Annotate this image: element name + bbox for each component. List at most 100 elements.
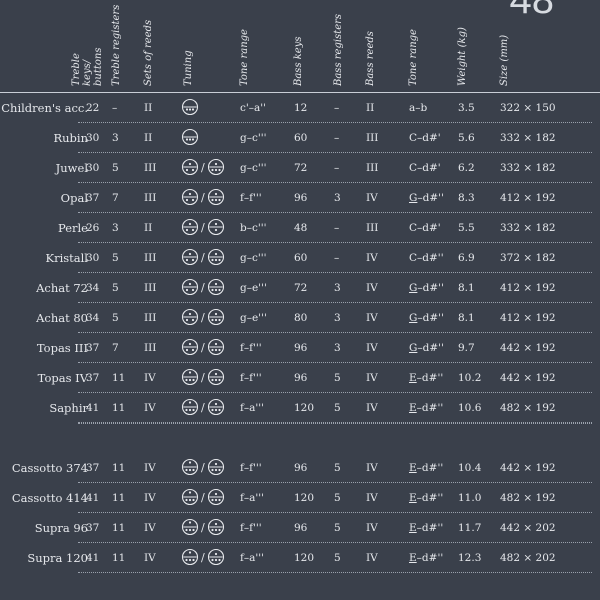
treble-keys-cell: 34 xyxy=(86,312,100,324)
tuning-cell: / xyxy=(181,218,225,236)
tuning-icon xyxy=(181,278,199,296)
tuning-icon xyxy=(181,248,199,266)
bass-range-rest: –d#'' xyxy=(416,372,444,384)
bass-range-cell: C–d#' xyxy=(409,161,441,175)
tuning-icon xyxy=(207,158,224,176)
table-row: Supra 96 37 11 IV / f–f''' 96 5 IV E–d#'' 11.7 442 … xyxy=(0,513,600,543)
row-divider xyxy=(78,572,592,573)
weight-cell: 9.7 xyxy=(458,342,475,354)
table-row: Achat 72 34 5 III / g–e''' 72 3 IV G–d#'' 8.1 412 ×… xyxy=(0,273,600,303)
tuning-icon xyxy=(207,518,224,536)
tuning-separator: / xyxy=(201,370,205,384)
range-cell: b–c''' xyxy=(240,222,267,234)
row-divider xyxy=(78,542,592,543)
bass-reeds-cell: IV xyxy=(366,282,378,294)
tuning-cell: / xyxy=(181,308,225,326)
bass-reg-cell: 5 xyxy=(334,492,341,504)
bass-keys-cell: 60 xyxy=(294,252,308,264)
model-name: Achat 72 xyxy=(36,281,88,295)
bass-range-cell: C–d#' xyxy=(409,221,441,235)
sets-cell: III xyxy=(144,162,157,174)
size-cell: 322 × 150 xyxy=(500,102,556,114)
tuning-icon xyxy=(207,308,224,326)
tuning-separator: / xyxy=(201,460,205,474)
bass-range-start: E xyxy=(409,492,417,504)
sets-cell: III xyxy=(144,252,157,264)
bass-reeds-cell: III xyxy=(366,132,379,144)
sets-cell: III xyxy=(144,312,157,324)
sets-cell: II xyxy=(144,102,153,114)
bass-range-start: E xyxy=(409,552,417,564)
tuning-icon xyxy=(207,218,224,236)
treble-reg-cell: 3 xyxy=(112,222,119,234)
range-cell: g–c''' xyxy=(240,162,267,174)
treble-reg-cell: 7 xyxy=(112,342,119,354)
treble-reg-cell: – xyxy=(112,102,118,114)
tuning-cell: / xyxy=(181,368,225,386)
bass-range-cell: E–d#'' xyxy=(409,401,443,415)
bass-reeds-cell: III xyxy=(366,162,379,174)
row-divider xyxy=(78,212,592,213)
bass-reg-cell: 5 xyxy=(334,402,341,414)
bass-range-cell: E–d#'' xyxy=(409,461,443,475)
column-header: Bass registers xyxy=(333,13,344,86)
bass-reg-cell: – xyxy=(334,162,340,174)
tuning-icon xyxy=(181,338,199,356)
tuning-icon xyxy=(181,158,199,176)
treble-keys-cell: 37 xyxy=(86,342,100,354)
treble-keys-cell: 37 xyxy=(86,192,100,204)
model-name: Topas III xyxy=(36,341,88,355)
row-divider xyxy=(78,152,592,153)
tuning-separator: / xyxy=(201,400,205,414)
tuning-separator: / xyxy=(201,220,205,234)
tuning-icon xyxy=(207,338,224,356)
tuning-cell: / xyxy=(181,518,225,536)
tuning-icon xyxy=(207,398,224,416)
sets-cell: IV xyxy=(144,552,156,564)
weight-cell: 8.1 xyxy=(458,282,475,294)
table-row: Perle 26 3 II / b–c''' 48 – III C–d#' 5.5 332 × 182 xyxy=(0,213,600,243)
tuning-icon xyxy=(181,518,199,536)
treble-reg-cell: 11 xyxy=(112,552,126,564)
bass-reeds-cell: IV xyxy=(366,312,378,324)
table-row: Cassotto 374 37 11 IV / f–f''' 96 5 IV E–d#'' 10.4… xyxy=(0,453,600,483)
table-row: Achat 80 34 5 III / g–e''' 80 3 IV G–d#'' 8.1 412 ×… xyxy=(0,303,600,333)
tuning-cell: / xyxy=(181,188,225,206)
range-cell: f–f''' xyxy=(240,372,262,384)
bass-range-start: E xyxy=(409,522,417,534)
treble-keys-cell: 22 xyxy=(86,102,100,114)
treble-reg-cell: 11 xyxy=(112,402,126,414)
treble-reg-cell: 11 xyxy=(112,372,126,384)
bass-range-rest: –d#'' xyxy=(416,552,444,564)
tuning-cell: / xyxy=(181,158,225,176)
model-name: Kristall xyxy=(45,251,88,265)
weight-cell: 12.3 xyxy=(458,552,482,564)
weight-cell: 6.9 xyxy=(458,252,475,264)
weight-cell: 6.2 xyxy=(458,162,475,174)
bass-range-cell: G–d#'' xyxy=(409,281,444,295)
column-header: Tuning xyxy=(183,50,194,86)
tuning-icon xyxy=(181,548,199,566)
bass-reeds-cell: IV xyxy=(366,342,378,354)
bass-range-rest: –d#'' xyxy=(417,342,444,354)
tuning-icon xyxy=(181,218,199,236)
tuning-separator: / xyxy=(201,280,205,294)
model-name: Children's acc. xyxy=(1,101,88,115)
treble-keys-cell: 37 xyxy=(86,522,100,534)
treble-reg-cell: 5 xyxy=(112,312,119,324)
weight-cell: 5.5 xyxy=(458,222,475,234)
bass-range-rest: –d#'' xyxy=(417,282,444,294)
range-cell: f–f''' xyxy=(240,462,262,474)
row-divider xyxy=(78,302,592,303)
sets-cell: III xyxy=(144,342,157,354)
row-divider xyxy=(78,332,592,333)
bass-reg-cell: – xyxy=(334,102,340,114)
size-cell: 442 × 192 xyxy=(500,342,556,354)
bass-reg-cell: 5 xyxy=(334,372,341,384)
bass-keys-cell: 60 xyxy=(294,132,308,144)
table-row: Supra 120 41 11 IV / f–a''' 120 5 IV E–d#'' 12.3 48… xyxy=(0,543,600,573)
column-header: Treble registers xyxy=(111,4,122,86)
column-header: Treble keys/ buttons xyxy=(71,47,104,86)
bass-keys-cell: 120 xyxy=(294,552,315,564)
bass-range-rest: a–b xyxy=(409,102,428,114)
